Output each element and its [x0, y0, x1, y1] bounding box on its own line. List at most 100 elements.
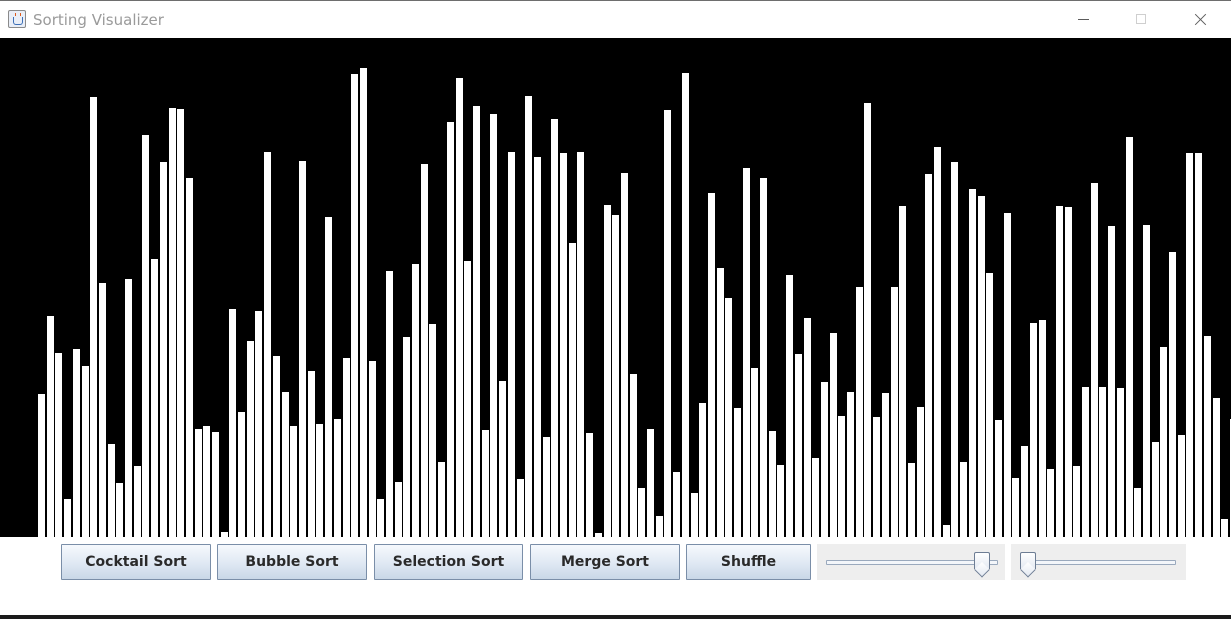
sort-bar [247, 341, 254, 537]
sort-bar [699, 403, 706, 537]
sort-bar [116, 483, 123, 537]
speed-slider-thumb[interactable] [974, 552, 990, 569]
sort-bar [1169, 252, 1176, 537]
sort-bar [325, 217, 332, 537]
sort-bar [125, 279, 132, 537]
merge-sort-button[interactable]: Merge Sort [530, 544, 680, 580]
sort-bar [551, 119, 558, 537]
maximize-button[interactable] [1113, 1, 1171, 39]
cocktail-sort-button[interactable]: Cocktail Sort [61, 544, 211, 580]
sort-bar [73, 349, 80, 537]
sort-bar [830, 333, 837, 537]
sort-bar [221, 532, 228, 537]
sort-bar [55, 353, 62, 537]
sort-bar [386, 271, 393, 537]
sort-bar [99, 283, 106, 537]
sort-bar [1004, 213, 1011, 537]
close-button[interactable] [1172, 1, 1230, 39]
sort-bar [395, 482, 402, 537]
sort-bar [108, 444, 115, 537]
sort-bar [804, 318, 811, 537]
sort-bar [142, 135, 149, 537]
java-app-icon [8, 10, 26, 28]
sort-bar [978, 196, 985, 537]
size-slider-track[interactable] [1020, 560, 1176, 565]
sort-bar [656, 516, 663, 537]
sort-bar [1012, 478, 1019, 537]
sort-bar [1039, 320, 1046, 537]
sort-bar [473, 106, 480, 537]
sort-bar [995, 420, 1002, 537]
sort-bar [621, 173, 628, 537]
sort-bar [412, 264, 419, 537]
sort-bar [134, 466, 141, 537]
selection-sort-button[interactable]: Selection Sort [374, 544, 523, 580]
sort-bar [299, 161, 306, 537]
window-title: Sorting Visualizer [33, 11, 164, 29]
sort-bar [343, 358, 350, 537]
sort-bar [595, 533, 602, 537]
minimize-button[interactable] [1055, 1, 1113, 39]
sort-bar [264, 152, 271, 537]
maximize-icon [1136, 14, 1146, 24]
sort-bar [499, 381, 506, 537]
sort-bar [1065, 207, 1072, 537]
sort-bar [1047, 469, 1054, 537]
sort-bar [429, 324, 436, 537]
sort-bar [169, 108, 176, 537]
sort-bar [664, 110, 671, 537]
sort-bar [864, 103, 871, 537]
sort-bar [612, 215, 619, 537]
sort-bar [334, 419, 341, 537]
sort-bar [856, 287, 863, 537]
sort-bar [316, 424, 323, 537]
title-bar[interactable]: Sorting Visualizer [0, 0, 1231, 38]
sort-bar [1152, 442, 1159, 537]
sort-bar [1030, 323, 1037, 537]
sort-bar [917, 407, 924, 537]
sort-bar [1143, 225, 1150, 537]
bubble-sort-button[interactable]: Bubble Sort [217, 544, 367, 580]
shuffle-button[interactable]: Shuffle [686, 544, 811, 580]
sort-bar [743, 168, 750, 537]
sort-bar [777, 465, 784, 537]
sort-bar [1186, 153, 1193, 537]
sort-bar [447, 122, 454, 537]
sort-bar [1091, 183, 1098, 537]
sort-bar [960, 462, 967, 537]
sort-bar [64, 499, 71, 537]
sort-bar [786, 275, 793, 537]
speed-slider-panel [817, 544, 1005, 580]
sort-bar [638, 488, 645, 537]
sort-bar [47, 316, 54, 537]
sort-bar [90, 97, 97, 537]
sort-bar [795, 354, 802, 537]
close-icon [1194, 13, 1207, 26]
sort-bar [1213, 398, 1220, 537]
sort-bar [1021, 446, 1028, 537]
sort-bar [255, 311, 262, 537]
sort-bar [751, 368, 758, 537]
sort-bar [490, 114, 497, 537]
size-slider-thumb[interactable] [1020, 552, 1036, 569]
sort-bar [691, 493, 698, 537]
speed-slider-track[interactable] [826, 560, 998, 565]
sort-bar [464, 261, 471, 537]
sort-bar [151, 259, 158, 537]
sort-bar [508, 152, 515, 537]
sort-bar [369, 361, 376, 537]
sort-bar [1178, 435, 1185, 537]
sort-bar [1073, 466, 1080, 537]
sort-bar [403, 337, 410, 537]
sort-bar [682, 73, 689, 537]
sort-bar [647, 429, 654, 537]
sort-bar [1117, 388, 1124, 537]
sort-bar [308, 371, 315, 537]
sort-bar [882, 393, 889, 537]
sort-bar [1056, 206, 1063, 537]
sort-bar [717, 268, 724, 537]
sort-bar [1134, 488, 1141, 537]
sort-bar [925, 174, 932, 537]
sort-bar [525, 96, 532, 537]
